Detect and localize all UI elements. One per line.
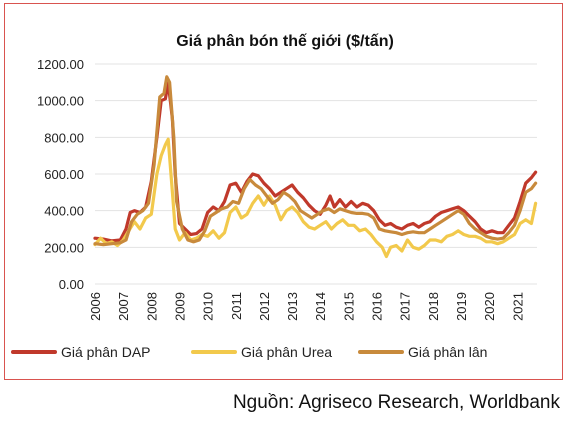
- series-line-2: [93, 137, 538, 259]
- x-tick-label: 2017: [398, 292, 413, 321]
- x-tick-label: 2010: [201, 292, 216, 321]
- x-tick-label: 2014: [313, 292, 328, 321]
- y-axis-ticks: 0.00 200.00 400.00 600.00 800.00 1000.00 1200.…: [37, 57, 84, 292]
- chart-title: Giá phân bón thế giới ($/tấn): [176, 33, 394, 50]
- x-tick-label: 2020: [482, 292, 497, 321]
- legend-label: Giá phân lân: [408, 344, 487, 360]
- x-axis-ticks: 2006 2007 2008 2009 2010 2011 2012 2013 2014 2015…: [88, 292, 525, 321]
- chart-frame: Giá phân bón thế giới ($/tấn) 0.00 200.00…: [4, 3, 563, 380]
- y-tick-label: 1000.00: [37, 94, 84, 109]
- y-tick-label: 0.00: [59, 277, 84, 292]
- x-tick-label: 2019: [454, 292, 469, 321]
- legend-label: Giá phân DAP: [61, 344, 151, 360]
- y-tick-label: 400.00: [44, 204, 84, 219]
- legend: Giá phân DAP Giá phân Urea Giá phân lân: [11, 344, 487, 360]
- y-tick-label: 600.00: [44, 167, 84, 182]
- y-tick-label: 1200.00: [37, 57, 84, 72]
- x-tick-label: 2007: [116, 292, 131, 321]
- x-tick-label: 2013: [285, 292, 300, 321]
- x-tick-label: 2011: [229, 292, 244, 320]
- line-chart: Giá phân bón thế giới ($/tấn) 0.00 200.00…: [11, 33, 538, 360]
- x-tick-label: 2015: [341, 292, 356, 321]
- x-tick-label: 2012: [257, 292, 272, 321]
- x-tick-label: 2016: [370, 292, 385, 321]
- series-lines: [93, 75, 538, 259]
- legend-label: Giá phân Urea: [241, 344, 332, 360]
- x-tick-label: 2021: [510, 292, 525, 321]
- y-tick-label: 800.00: [44, 130, 84, 145]
- x-tick-label: 2009: [172, 292, 187, 321]
- x-tick-label: 2018: [426, 292, 441, 321]
- x-tick-label: 2006: [88, 292, 103, 321]
- y-tick-label: 200.00: [44, 240, 84, 255]
- series-line-3: [93, 75, 538, 247]
- source-note: Nguồn: Agriseco Research, Worldbank: [232, 392, 560, 413]
- x-tick-label: 2008: [144, 292, 159, 321]
